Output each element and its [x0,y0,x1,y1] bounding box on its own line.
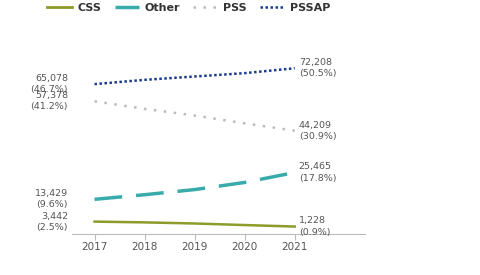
Text: 3,442
(2.5%): 3,442 (2.5%) [36,211,68,232]
PSSAP [242,72,248,75]
Text: 44,209
(30.9%): 44,209 (30.9%) [299,121,336,141]
Other [92,198,97,201]
Text: 1,228
(0.9%): 1,228 (0.9%) [299,216,330,236]
CSS [292,225,298,228]
PSSAP [92,82,97,86]
Other [242,181,248,184]
Text: 57,378
(41.2%): 57,378 (41.2%) [31,91,68,111]
Text: 25,465
(17.8%): 25,465 (17.8%) [299,163,336,183]
PSS [192,114,197,117]
CSS [192,222,197,225]
Text: 65,078
(46.7%): 65,078 (46.7%) [31,74,68,94]
Legend: CSS, Other, PSS, PSSAP: CSS, Other, PSS, PSSAP [43,0,335,17]
Line: CSS: CSS [95,222,295,227]
PSSAP [142,78,147,81]
PSS [92,100,97,103]
CSS [92,220,97,223]
Other [192,188,197,191]
CSS [242,223,248,227]
PSSAP [192,75,197,78]
CSS [142,221,147,224]
Text: 72,208
(50.5%): 72,208 (50.5%) [299,58,336,78]
PSS [242,122,248,125]
PSS [292,129,298,132]
Line: Other: Other [95,172,295,199]
Line: PSS: PSS [95,101,295,131]
PSS [142,107,147,111]
Text: 13,429
(9.6%): 13,429 (9.6%) [35,189,68,209]
Line: PSSAP: PSSAP [95,68,295,84]
PSSAP [292,67,298,70]
Other [292,171,298,174]
Other [142,193,147,196]
